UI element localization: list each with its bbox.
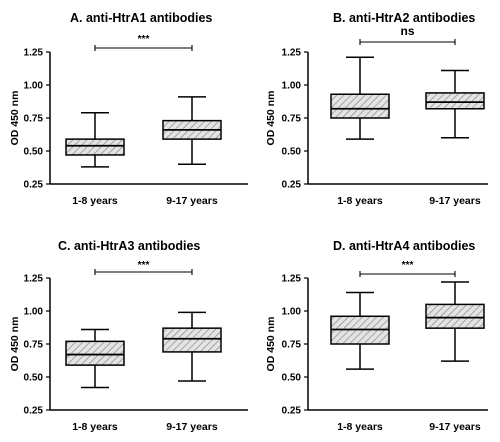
x-tick-label: 1-8 years [72, 421, 118, 433]
chart-title: B. anti-HtrA2 antibodies [333, 11, 475, 25]
chart-panel: A. anti-HtrA1 antibodies OD 450 nm 0.25 0.5… [9, 11, 248, 207]
y-tick-label: 1.00 [282, 307, 302, 318]
y-tick-label: 0.50 [282, 373, 302, 384]
y-tick-label: 1.25 [24, 274, 44, 285]
box [425, 92, 485, 110]
y-tick-label: 0.50 [24, 147, 44, 158]
x-tick-label: 1-8 years [72, 195, 118, 207]
chart-title: A. anti-HtrA1 antibodies [70, 11, 212, 25]
y-axis-label: OD 450 nm [265, 91, 277, 146]
x-tick-label: 9-17 years [166, 195, 218, 207]
y-tick-label: 0.75 [282, 114, 302, 125]
y-tick-label: 1.00 [282, 81, 302, 92]
significance-label: *** [402, 260, 414, 271]
y-axis-label: OD 450 nm [9, 91, 21, 146]
significance-label: ns [400, 24, 414, 38]
x-tick-label: 9-17 years [166, 421, 218, 433]
box [162, 327, 222, 353]
y-tick-label: 0.50 [24, 373, 44, 384]
box [330, 93, 390, 119]
y-tick-label: 0.25 [24, 406, 44, 417]
chart-title: D. anti-HtrA4 antibodies [333, 239, 475, 253]
chart-title: C. anti-HtrA3 antibodies [58, 239, 200, 253]
significance-label: *** [138, 260, 150, 271]
y-tick-label: 1.25 [24, 48, 44, 59]
box [65, 138, 125, 156]
y-tick-label: 0.75 [24, 340, 44, 351]
box [65, 340, 125, 366]
y-tick-label: 0.25 [24, 180, 44, 191]
y-axis-label: OD 450 nm [9, 317, 21, 372]
x-tick-label: 9-17 years [429, 421, 481, 433]
y-tick-label: 0.25 [282, 406, 302, 417]
chart-panel: B. anti-HtrA2 antibodies OD 450 nm 0.25 0.5… [265, 11, 488, 207]
box [425, 303, 485, 329]
x-tick-label: 9-17 years [429, 195, 481, 207]
y-tick-label: 0.50 [282, 147, 302, 158]
y-tick-label: 0.25 [282, 180, 302, 191]
y-tick-label: 1.00 [24, 307, 44, 318]
chart-panel: C. anti-HtrA3 antibodies OD 450 nm 0.25 0.5… [9, 239, 248, 433]
x-tick-label: 1-8 years [337, 421, 383, 433]
y-tick-label: 1.00 [24, 81, 44, 92]
y-tick-label: 0.75 [282, 340, 302, 351]
y-tick-label: 0.75 [24, 114, 44, 125]
significance-label: *** [138, 34, 150, 45]
y-tick-label: 1.25 [282, 48, 302, 59]
y-tick-label: 1.25 [282, 274, 302, 285]
y-axis-label: OD 450 nm [265, 317, 277, 372]
x-tick-label: 1-8 years [337, 195, 383, 207]
chart-panel: D. anti-HtrA4 antibodies OD 450 nm 0.25 0.5… [265, 239, 488, 433]
